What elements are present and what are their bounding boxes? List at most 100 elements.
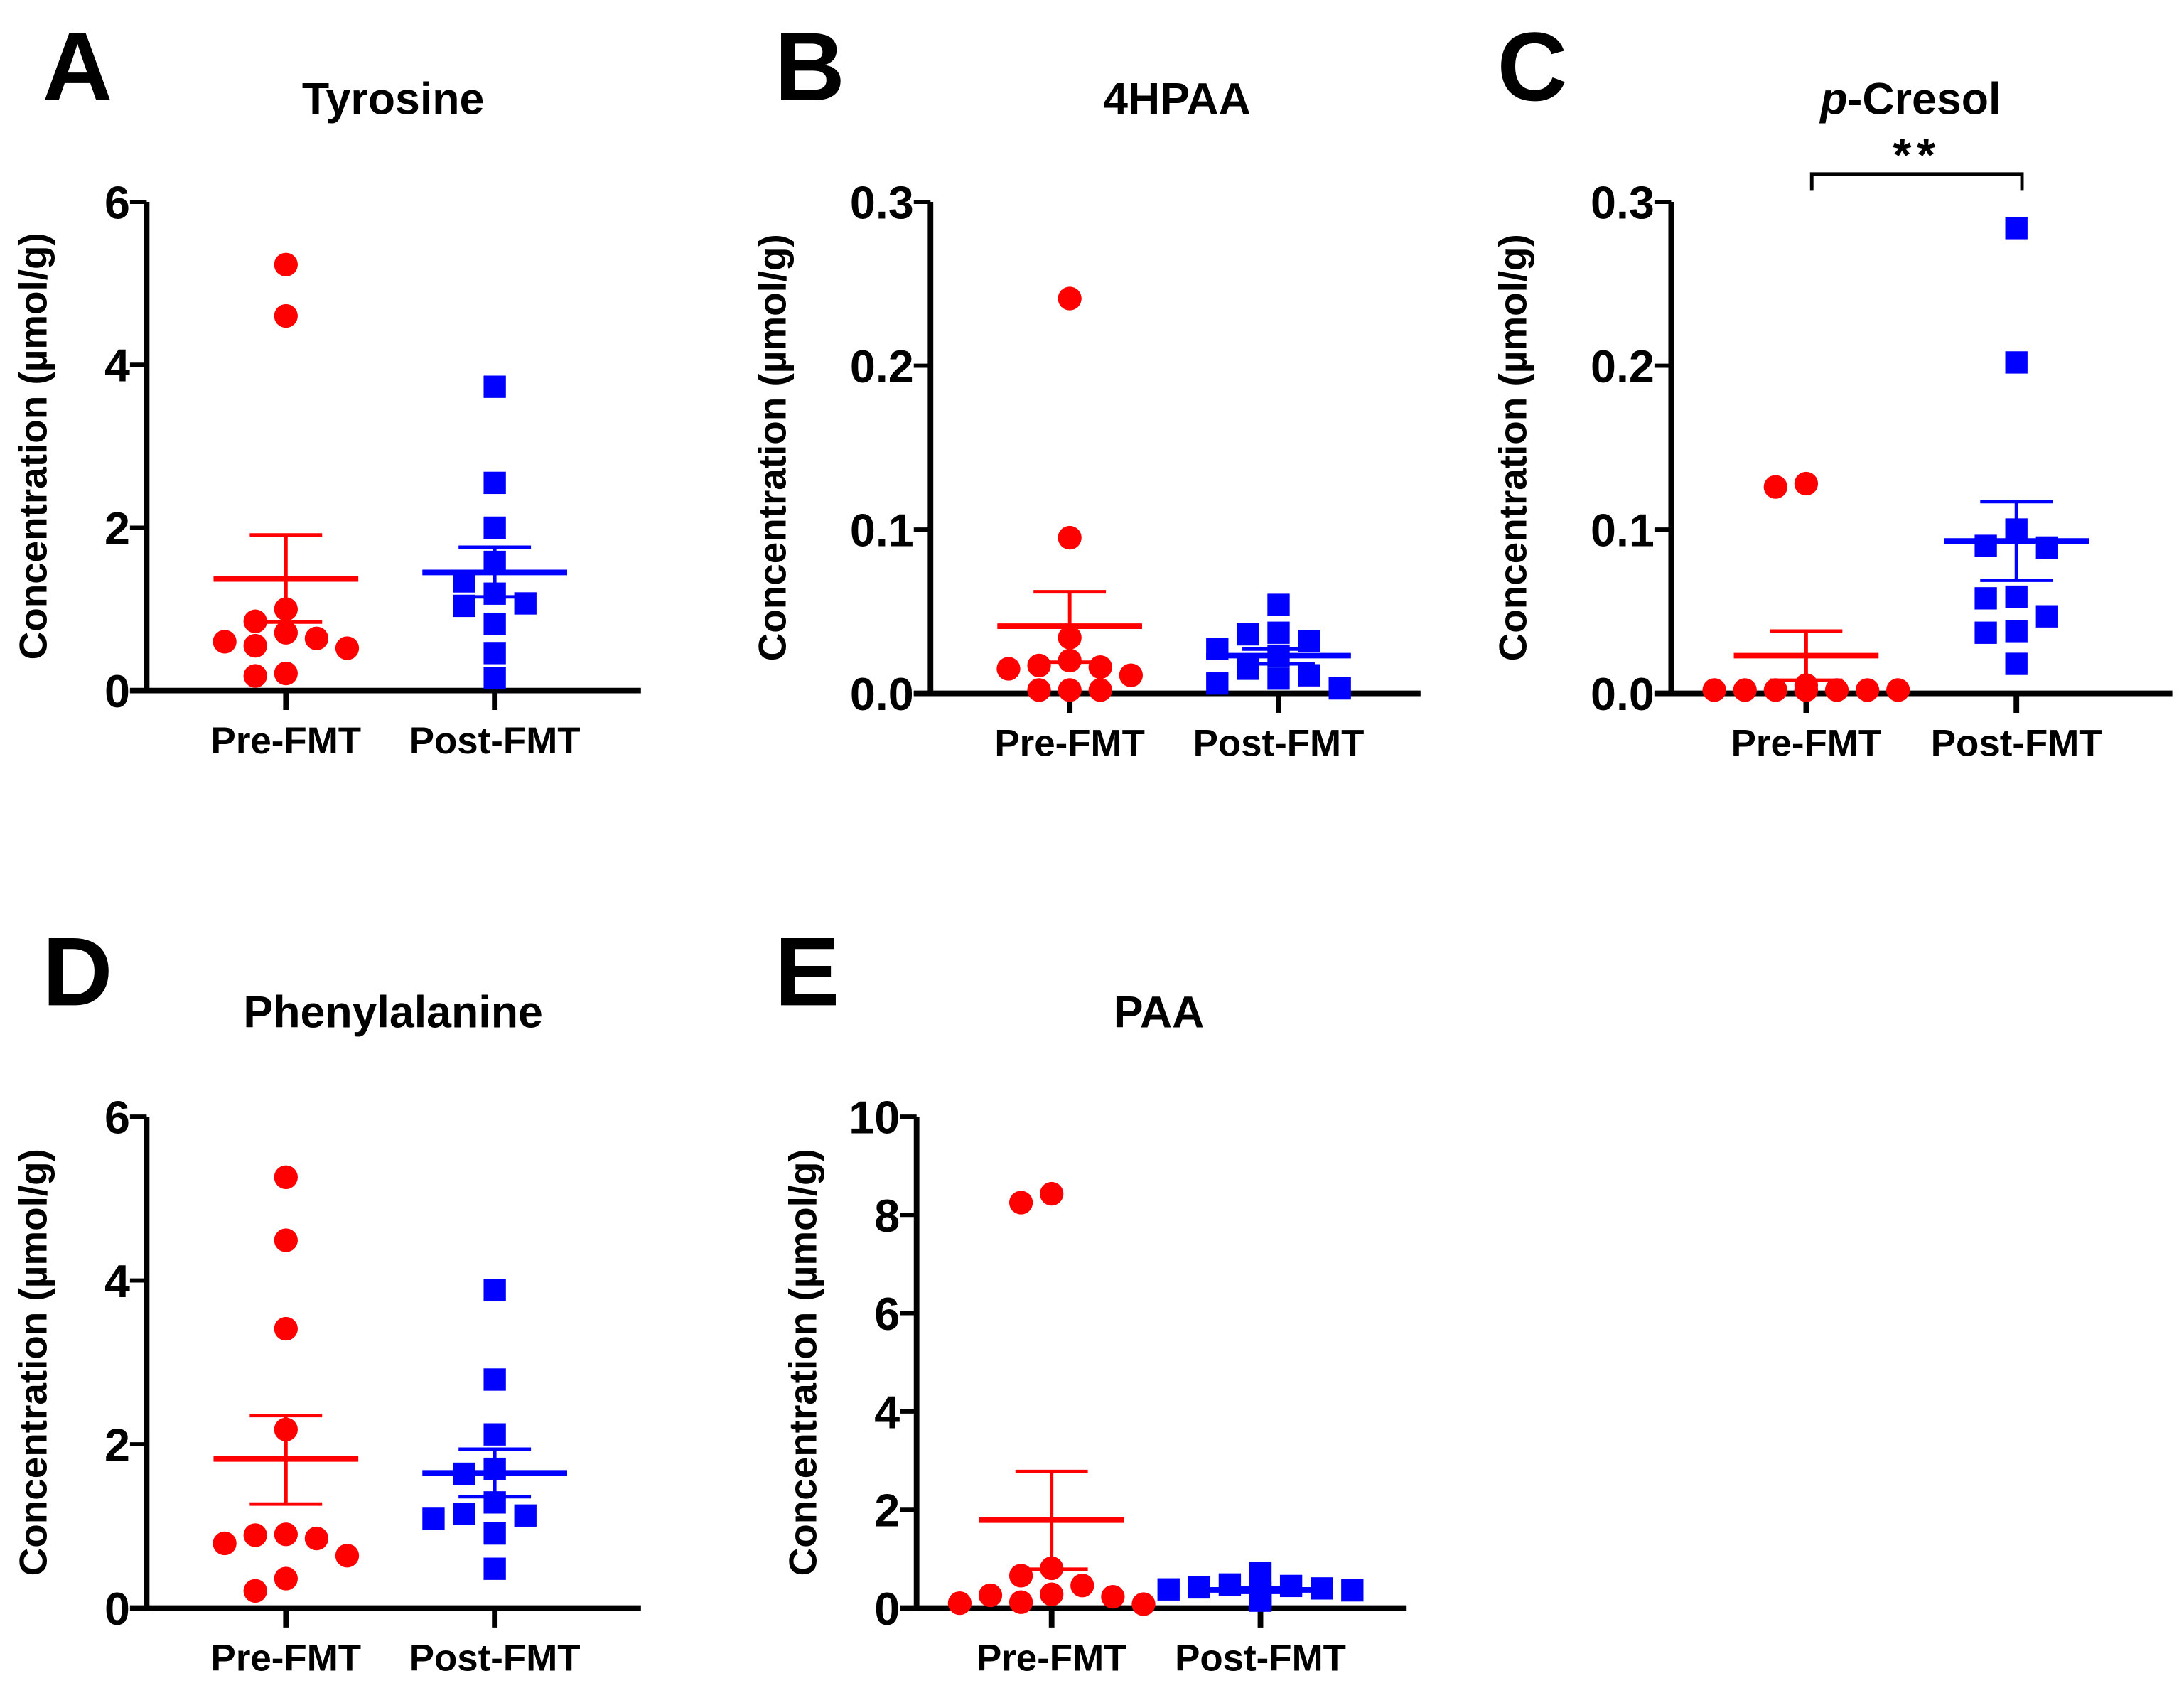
chart-title: 4HPAA: [1103, 75, 1251, 124]
data-point: [1267, 593, 1290, 616]
data-point: [1702, 678, 1726, 702]
data-point: [1974, 587, 1997, 610]
data-point: [274, 1566, 298, 1591]
data-point: [1794, 471, 1819, 496]
y-tick-label: 0: [104, 1583, 130, 1635]
data-point: [1733, 678, 1757, 702]
data-point: [483, 516, 506, 539]
data-point: [213, 1531, 237, 1556]
y-tick-label: 6: [104, 177, 130, 229]
series-pre-fmt: [213, 252, 360, 688]
data-point: [483, 667, 506, 690]
data-point: [1763, 678, 1787, 702]
x-tick-label: Post-FMT: [409, 1638, 581, 1679]
data-point: [1008, 1590, 1033, 1614]
y-tick-label: 0.1: [850, 505, 914, 557]
data-point: [274, 303, 298, 328]
data-point: [1237, 657, 1259, 680]
y-tick-label: 0.2: [850, 340, 914, 392]
data-point: [1855, 678, 1880, 702]
data-point: [274, 1165, 298, 1189]
data-point: [1237, 623, 1259, 646]
significance-bracket: [1809, 172, 2024, 191]
series-pre-fmt: [996, 286, 1143, 702]
data-point: [1267, 667, 1290, 690]
data-point: [483, 375, 506, 398]
data-point: [243, 1579, 267, 1603]
panel-letter: B: [775, 13, 845, 122]
data-point: [274, 661, 298, 686]
data-point: [2005, 351, 2028, 374]
data-point: [483, 612, 506, 635]
series-post-fmt: [422, 375, 568, 690]
data-point: [2005, 217, 2028, 240]
data-point: [304, 626, 329, 650]
data-point: [304, 1526, 329, 1551]
data-point: [1058, 286, 1082, 311]
data-point: [1040, 1582, 1064, 1606]
y-tick-label: 4: [104, 340, 130, 392]
data-point: [483, 642, 506, 665]
y-axis-label: Concentration (µmol/g): [751, 234, 795, 661]
data-point: [274, 1522, 298, 1547]
data-point: [483, 1368, 506, 1391]
series-post-fmt: [422, 1279, 568, 1580]
data-point: [1088, 655, 1112, 679]
data-point: [453, 1503, 475, 1525]
y-tick-label: 4: [104, 1255, 130, 1307]
y-axis-label: Concentration (µmol/g): [781, 1149, 825, 1576]
data-point: [2035, 605, 2058, 628]
chart-title: p-Cresol: [1819, 75, 2001, 124]
chart-title: Tyrosine: [302, 75, 485, 124]
data-point: [335, 1544, 360, 1568]
chart-title: Phenylalanine: [243, 988, 542, 1038]
data-point: [1886, 678, 1910, 702]
data-point: [1008, 1564, 1033, 1588]
data-point: [335, 636, 360, 660]
data-point: [2005, 585, 2028, 608]
series-pre-fmt: [947, 1181, 1156, 1616]
data-point: [1058, 678, 1082, 702]
panel-e: E PAA Concentration (µmol/g) 0 2 4 6 8 10 Pre-FMT…: [775, 918, 1407, 1679]
data-point: [1131, 1592, 1156, 1616]
x-tick-label: Pre-FMT: [211, 1638, 362, 1679]
x-tick-label: Pre-FMT: [211, 720, 362, 762]
series-pre-fmt: [1702, 471, 1910, 702]
data-point: [978, 1583, 1003, 1608]
y-tick-label: 0: [104, 665, 130, 717]
chart-title-rest: -Cresol: [1848, 75, 2001, 124]
data-point: [2005, 652, 2028, 675]
data-point: [1794, 678, 1819, 702]
data-point: [1249, 1562, 1272, 1584]
data-point: [483, 1522, 506, 1545]
data-point: [274, 252, 298, 276]
series-post-fmt: [1206, 593, 1351, 700]
y-axis-label: Concentration (µmol/g): [11, 232, 55, 660]
data-point: [1070, 1574, 1094, 1598]
data-point: [1206, 672, 1229, 695]
x-tick-label: Pre-FMT: [1731, 723, 1882, 765]
panel-b: B 4HPAA Concentration (µmol/g) 0.0 0.1 0.2 0.3…: [751, 13, 1421, 765]
panel-letter: A: [43, 13, 113, 122]
y-tick-label: 0.0: [1591, 668, 1655, 720]
x-tick-label: Post-FMT: [1175, 1638, 1346, 1679]
data-point: [243, 1523, 267, 1547]
data-point: [274, 620, 298, 645]
y-axis-label: Concentration (µmol/g): [1491, 234, 1535, 661]
data-point: [947, 1591, 972, 1616]
panel-a: A Tyrosine Concentration (µmol/g) 0 2 4 6 Pre-F…: [11, 13, 641, 762]
series-pre-fmt: [213, 1165, 360, 1603]
data-point: [274, 1228, 298, 1252]
data-point: [1974, 621, 1997, 644]
data-point: [1088, 678, 1112, 702]
data-point: [1008, 1191, 1033, 1215]
y-tick-label: 0.3: [850, 177, 914, 229]
data-point: [422, 1507, 445, 1530]
data-point: [1027, 678, 1051, 702]
chart-title: PAA: [1114, 988, 1205, 1038]
y-tick-label: 0.1: [1591, 505, 1655, 557]
x-tick-label: Post-FMT: [1931, 723, 2102, 765]
series-post-fmt: [1944, 217, 2089, 675]
y-tick-label: 6: [104, 1092, 130, 1144]
